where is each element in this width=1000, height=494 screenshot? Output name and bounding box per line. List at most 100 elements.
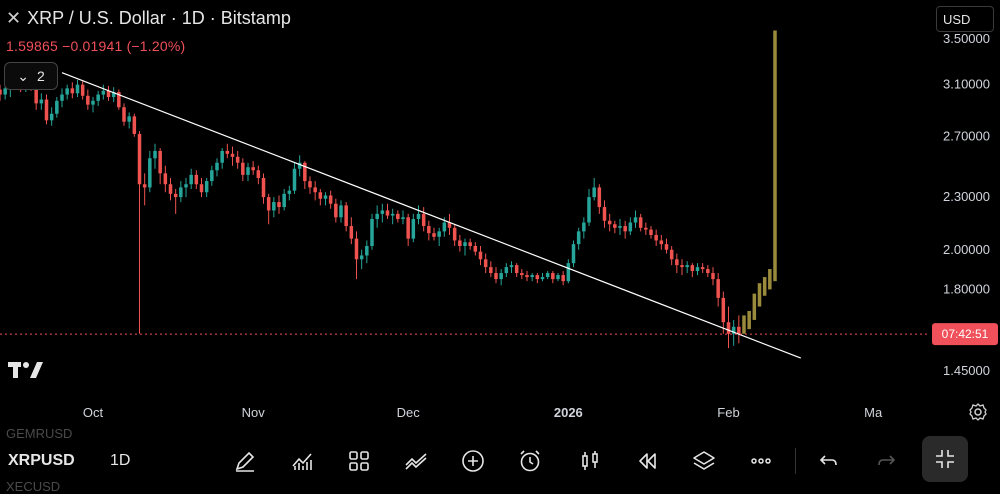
candle xyxy=(303,161,307,190)
pencil-icon[interactable] xyxy=(229,446,261,476)
candle-body xyxy=(106,90,111,98)
candle-body xyxy=(447,222,452,228)
candle xyxy=(194,170,199,190)
candle-body xyxy=(566,263,571,282)
candle xyxy=(127,112,131,129)
candle xyxy=(122,103,126,126)
more-icon[interactable] xyxy=(745,446,777,476)
projection-layer xyxy=(742,30,777,334)
undo-icon[interactable] xyxy=(813,446,845,476)
indicators-toggle[interactable]: ⌄ 2 xyxy=(4,62,58,90)
candle xyxy=(576,227,581,250)
last-price-badge: 07:42:51 xyxy=(932,323,998,346)
plus-circle-icon[interactable] xyxy=(457,446,489,476)
candle xyxy=(96,90,100,106)
candle-body xyxy=(168,184,173,194)
y-axis[interactable]: 3.50000 3.10000 2.70000 2.30000 2.00000 1.800… xyxy=(943,31,990,378)
candle xyxy=(514,263,519,278)
candle xyxy=(385,203,390,220)
candle xyxy=(44,94,49,125)
currency-selector[interactable]: USD xyxy=(936,6,994,32)
candle-body xyxy=(437,231,441,237)
candle xyxy=(690,263,695,278)
candle xyxy=(499,269,503,286)
indicators-icon[interactable] xyxy=(286,446,318,476)
candle-body xyxy=(266,197,271,211)
candle-body xyxy=(210,170,214,182)
redo-icon[interactable] xyxy=(870,446,902,476)
candle-body xyxy=(34,87,38,104)
candle xyxy=(49,107,54,126)
fullscreen-button[interactable] xyxy=(922,436,968,482)
candle xyxy=(179,181,183,203)
candle-body xyxy=(535,275,540,280)
candle xyxy=(60,88,64,108)
candle xyxy=(173,189,178,214)
candle-body xyxy=(613,224,617,228)
candle-body xyxy=(225,150,230,154)
candle-body xyxy=(561,275,565,282)
candle xyxy=(86,89,90,110)
candle-body xyxy=(721,297,726,323)
candle-body xyxy=(44,99,49,121)
replay-icon[interactable] xyxy=(631,446,663,476)
candle-body xyxy=(3,88,7,95)
candle xyxy=(695,263,700,276)
candle-body xyxy=(623,226,627,232)
candle-body xyxy=(55,100,59,114)
candle-body xyxy=(359,255,364,260)
y-tick-label: 2.30000 xyxy=(943,189,990,204)
candle-body xyxy=(349,226,354,239)
candle xyxy=(540,273,545,282)
candle xyxy=(628,217,633,235)
candle xyxy=(737,315,741,344)
candle-body xyxy=(690,265,695,272)
candle-body xyxy=(261,177,266,198)
symbol-title[interactable]: XRP / U.S. Dollar · 1D · Bitstamp xyxy=(27,8,291,28)
alarm-icon[interactable] xyxy=(514,446,546,476)
candles-icon[interactable] xyxy=(574,446,606,476)
candle xyxy=(716,273,720,307)
settings-gear-icon[interactable] xyxy=(968,402,988,422)
x-tick-label: Feb xyxy=(717,405,739,420)
bottom-toolbar xyxy=(0,430,1000,493)
candle-body xyxy=(685,265,689,268)
candle-body xyxy=(468,242,472,247)
candle-body xyxy=(525,275,529,278)
active-symbol[interactable]: XRPUSD xyxy=(8,452,75,469)
price-chart[interactable]: 3.50000 3.10000 2.70000 2.30000 2.00000 1.800… xyxy=(0,0,1000,430)
candle-body xyxy=(49,113,54,121)
candle xyxy=(287,185,292,201)
candle xyxy=(556,273,560,282)
candle-body xyxy=(65,88,69,95)
candle xyxy=(566,259,571,284)
candle-body xyxy=(416,213,421,220)
candle-body xyxy=(680,265,684,268)
grid-icon[interactable] xyxy=(343,446,375,476)
candle-body xyxy=(556,275,560,280)
candle xyxy=(55,97,59,118)
candle-body xyxy=(173,193,178,198)
trendline-icon[interactable] xyxy=(400,446,432,476)
tradingview-logo-icon[interactable] xyxy=(8,358,46,380)
candle xyxy=(416,205,421,225)
candle xyxy=(39,93,44,110)
candle xyxy=(148,150,152,193)
candle-body xyxy=(700,267,705,270)
candle-body xyxy=(158,150,162,174)
x-axis[interactable]: Oct Nov Dec 2026 Feb Ma xyxy=(83,405,883,420)
candle-body xyxy=(334,203,338,218)
candles-layer xyxy=(0,72,741,349)
close-icon[interactable]: ✕ xyxy=(6,8,22,28)
active-timeframe[interactable]: 1D xyxy=(110,452,131,469)
candle-body xyxy=(339,205,343,218)
candle xyxy=(365,240,369,264)
layers-icon[interactable] xyxy=(688,446,720,476)
candle xyxy=(158,148,162,185)
candle xyxy=(633,210,638,228)
candle-body xyxy=(370,219,374,247)
projection-bar xyxy=(762,277,767,296)
trendline[interactable] xyxy=(61,72,802,359)
candle-body xyxy=(303,162,307,182)
candle xyxy=(406,213,410,247)
